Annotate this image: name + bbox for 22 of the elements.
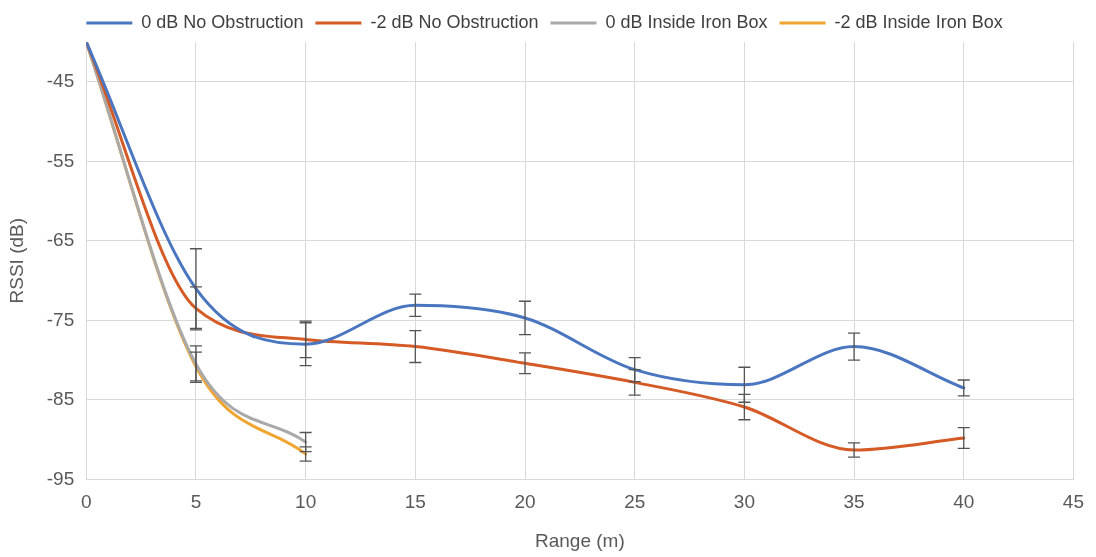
x-tick-label: 45 xyxy=(1062,491,1084,513)
x-axis-title: Range (m) xyxy=(534,529,625,551)
y-tick-label: -75 xyxy=(46,308,75,330)
x-tick-label: 0 xyxy=(80,491,92,513)
x-tick-label: 10 xyxy=(295,491,317,513)
y-tick-label: -45 xyxy=(46,70,75,91)
legend-label: -2 dB No Obstruction xyxy=(370,11,539,32)
x-tick-label: 15 xyxy=(404,491,426,513)
legend-label: 0 dB Inside Iron Box xyxy=(605,11,768,32)
x-tick-label: 20 xyxy=(514,491,536,513)
y-tick-label: -95 xyxy=(46,467,75,489)
x-tick-label: 30 xyxy=(733,491,755,513)
legend-label: 0 dB No Obstruction xyxy=(141,11,304,32)
x-tick-label: 25 xyxy=(624,491,646,513)
legend-label: -2 dB Inside Iron Box xyxy=(834,11,1003,32)
y-axis-title: RSSI (dB) xyxy=(5,217,27,304)
x-tick-label: 40 xyxy=(953,491,975,513)
y-tick-label: -55 xyxy=(46,149,75,171)
y-tick-label: -85 xyxy=(46,388,75,410)
x-tick-label: 35 xyxy=(843,491,865,513)
x-tick-label: 5 xyxy=(190,491,202,513)
y-tick-label: -65 xyxy=(46,229,75,251)
